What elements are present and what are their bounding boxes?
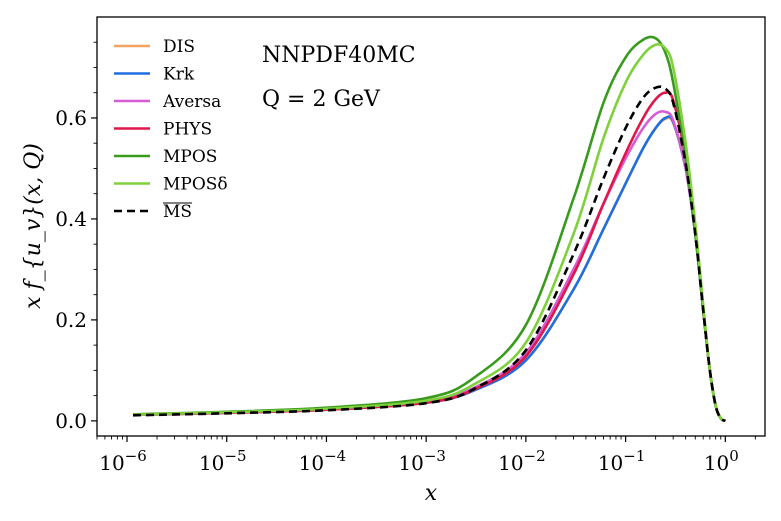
legend-label-1: Krk [163, 65, 195, 85]
x-tick-label: 10−1 [598, 447, 646, 475]
y-tick-label: 0.4 [55, 207, 87, 231]
series-line-1 [133, 115, 726, 423]
plot-frame [96, 16, 766, 437]
series-line-6 [133, 85, 726, 423]
legend-label-4: MPOS [163, 147, 217, 167]
x-tick-label: 10−4 [299, 447, 347, 475]
annotation-title: NNPDF40MC [262, 43, 416, 68]
series-layer [133, 35, 726, 423]
y-tick-label: 0.6 [55, 106, 87, 130]
y-tick-label: 0.2 [55, 308, 87, 332]
y-tick-label: 0.0 [55, 409, 87, 433]
series-line-3 [133, 91, 726, 423]
legend-label-6: MS [163, 202, 192, 222]
legend-label-0: DIS [163, 37, 195, 57]
x-tick-label: 100 [704, 447, 739, 475]
series-line-4 [133, 35, 726, 423]
legend-label-5: MPOSδ [163, 175, 228, 195]
y-axis-label: x f_{u_v}(x, Q) [21, 143, 46, 309]
x-tick-label: 10−5 [199, 447, 247, 475]
series-line-2 [133, 110, 726, 423]
legend: DIS Krk Aversa PHYS MPOS MPOSδ MS [114, 37, 228, 222]
x-tick-label: 10−2 [498, 447, 546, 475]
x-tick-label: 10−3 [398, 447, 446, 475]
legend-label-2: Aversa [162, 92, 221, 112]
legend-label-3: PHYS [163, 120, 212, 140]
annotation-scale: Q = 2 GeV [262, 87, 381, 112]
x-axis-label: x [425, 481, 438, 506]
x-tick-label: 10−6 [99, 447, 147, 475]
series-line-5 [133, 43, 726, 423]
tick-layer: 10−6 10−5 10−4 10−3 10−2 10−1 100 0.0 0.2 0.4 0.6 [55, 41, 756, 475]
